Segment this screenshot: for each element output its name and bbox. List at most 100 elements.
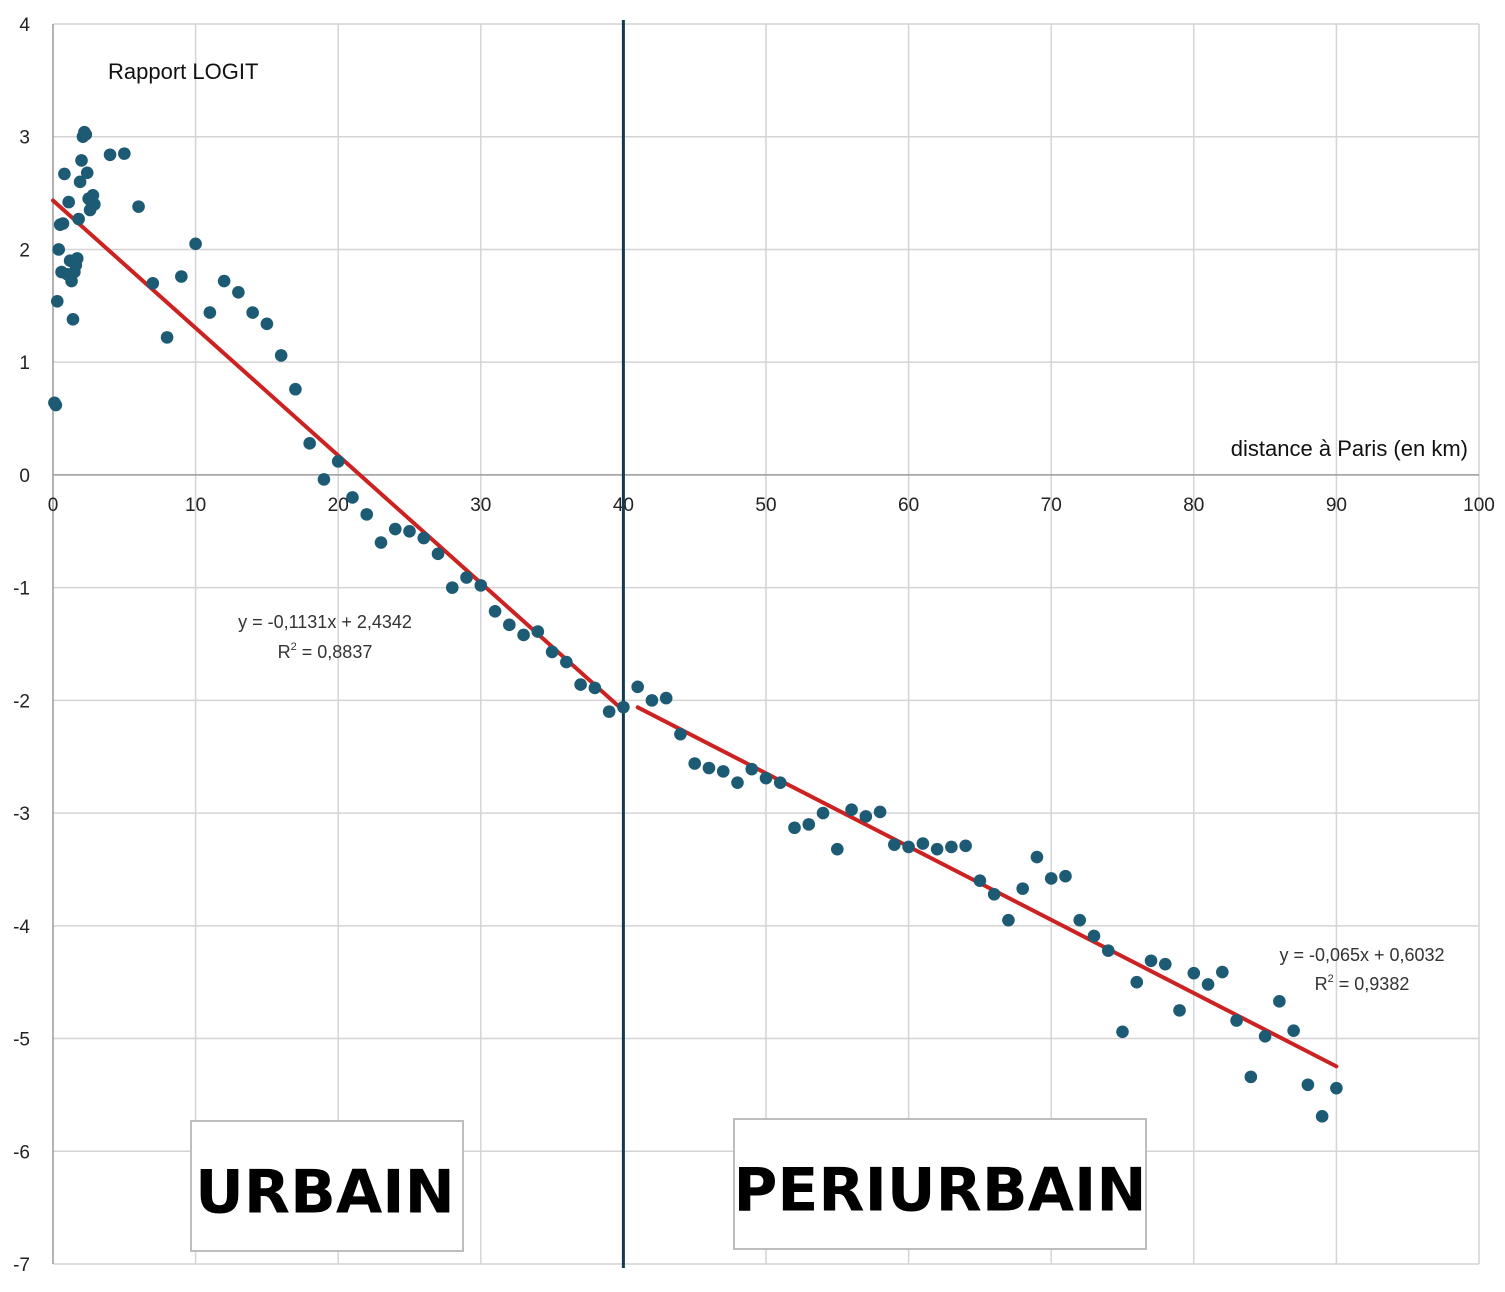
data-point [160,331,174,344]
y-tick-label: -2 [13,691,30,712]
data-point [545,645,559,659]
data-point [802,818,816,831]
trend-equation-urbain: y = -0,1131x + 2,4342 [238,612,412,632]
data-point [403,524,416,538]
r2-value: = 0,8837 [297,642,373,662]
data-point [66,313,80,326]
data-point [88,198,101,211]
data-point [52,243,66,256]
region-label-periurbain: PERIURBAIN [733,1156,1146,1226]
x-tick-label: 90 [1326,495,1347,516]
data-point [1216,965,1229,979]
y-tick-label: 2 [19,240,30,261]
data-point [417,531,431,545]
data-point [56,217,70,230]
trend-r2-urbain: R2 = 0,8837 [278,641,373,662]
data-point [560,655,573,669]
data-point [189,237,202,251]
data-point [374,536,388,549]
data-point [1059,869,1072,883]
data-point [845,803,858,817]
x-tick-label: 10 [185,495,206,516]
data-point [659,691,673,705]
x-tick-label: 50 [755,495,776,516]
data-point [72,212,85,226]
data-point [460,571,473,584]
y-tick-label: -4 [13,917,30,938]
data-point [80,166,94,180]
data-point [1144,954,1158,968]
x-tick-label: 80 [1183,495,1204,516]
x-tick-label: 70 [1041,495,1062,516]
data-point [75,154,88,167]
data-point [73,175,87,189]
x-tick-label: 30 [470,495,491,516]
data-point [959,839,972,853]
data-point [574,678,587,691]
data-point [1158,957,1172,971]
data-point [1187,966,1201,980]
axes [52,24,1479,1264]
trend-r2-periurbain: R2 = 0,9382 [1315,973,1410,994]
data-point [916,837,930,850]
y-tick-label: -7 [13,1255,30,1276]
data-point [788,821,801,835]
data-point [731,776,744,789]
data-point [503,618,516,632]
y-tick-label: 3 [19,128,30,149]
y-tick-label: -1 [13,579,30,600]
r2-value: = 0,9382 [1334,974,1410,994]
data-point [49,398,63,412]
data-point [1315,1110,1329,1123]
region-label-urbain: URBAIN [195,1158,455,1228]
data-point [62,195,75,209]
data-point [716,765,730,778]
data-point [360,508,374,521]
data-point [445,581,459,594]
data-point [831,842,844,856]
data-point [930,842,944,856]
r2-symbol: R [278,642,291,662]
data-point [488,605,502,618]
x-axis-title: distance à Paris (en km) [1231,436,1468,461]
data-point [50,295,64,308]
data-point [588,681,602,695]
y-tick-label: 0 [19,466,30,487]
data-point [217,274,231,288]
data-point [118,147,131,160]
data-point [1016,882,1029,895]
data-point [289,382,302,396]
data-point [973,874,987,888]
data-point [617,700,630,714]
data-point [1230,1014,1243,1027]
data-point [517,628,530,642]
data-point [103,148,117,162]
data-point [274,349,288,362]
data-point [1002,913,1015,927]
data-point [773,776,787,789]
y-tick-label: 1 [19,353,30,374]
data-point [745,762,759,776]
data-point [602,705,616,718]
data-point [232,285,245,299]
data-point [474,579,488,592]
data-point [1116,1025,1129,1039]
trendline-periurbain [635,705,1339,1069]
x-tick-label: 20 [328,495,349,516]
r2-exponent: 2 [1328,973,1334,985]
tick-labels: 010203040506070809010043210-1-2-3-4-5-6-… [13,15,1495,1276]
data-point [1301,1078,1315,1092]
x-tick-label: 0 [48,495,59,516]
region-box-urbain [190,1120,464,1252]
region-box-periurbain [733,1118,1147,1250]
data-point [531,625,545,638]
grid [53,23,1480,1265]
data-point [816,806,830,820]
data-point [688,757,701,770]
data-point [1287,1024,1300,1037]
data-point [1173,1004,1186,1017]
data-point [331,455,345,468]
data-point [1087,929,1101,943]
